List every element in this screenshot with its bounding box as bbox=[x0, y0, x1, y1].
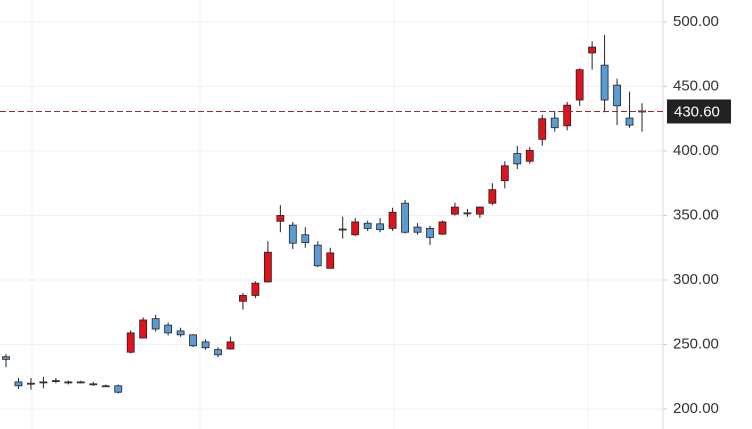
candle-body bbox=[14, 381, 23, 387]
candle-body bbox=[276, 215, 285, 222]
y-tick-label: 500.00 bbox=[673, 13, 719, 30]
candle-body bbox=[214, 349, 222, 356]
candle-body bbox=[463, 212, 472, 215]
price-label: 430.60 bbox=[674, 103, 720, 120]
candle-body bbox=[363, 222, 372, 229]
candle-body bbox=[525, 149, 534, 162]
candle-body bbox=[51, 380, 60, 383]
candle-body bbox=[563, 104, 572, 127]
y-tick-label: 300.00 bbox=[673, 271, 719, 288]
candle-body bbox=[263, 251, 272, 283]
candle-body bbox=[313, 244, 322, 267]
candle-body bbox=[27, 382, 35, 385]
candle-body bbox=[226, 341, 235, 350]
candle-body bbox=[126, 332, 135, 353]
candle-body bbox=[2, 356, 10, 360]
y-tick-label: 450.00 bbox=[673, 77, 719, 94]
candle-body bbox=[513, 153, 522, 165]
candle-body bbox=[376, 223, 385, 231]
candle-body bbox=[89, 383, 98, 386]
candle-body bbox=[201, 341, 210, 349]
y-tick-label: 400.00 bbox=[673, 142, 719, 159]
candle-body bbox=[426, 227, 434, 238]
candle-body bbox=[76, 381, 85, 384]
candle-body bbox=[475, 206, 484, 215]
candle-body bbox=[64, 381, 73, 384]
candle-body bbox=[500, 165, 509, 182]
candle-body bbox=[251, 282, 260, 296]
candle-body bbox=[139, 319, 148, 339]
candle-body bbox=[114, 385, 123, 393]
y-tick-label: 350.00 bbox=[673, 206, 719, 223]
candle-body bbox=[451, 206, 459, 215]
candle-body bbox=[189, 334, 197, 347]
candle-body bbox=[338, 228, 347, 231]
candle-body bbox=[588, 46, 597, 54]
candle-body bbox=[538, 118, 547, 140]
candle-body bbox=[388, 211, 397, 229]
price-label-box bbox=[667, 99, 731, 124]
candle-body bbox=[176, 330, 185, 336]
candle-body bbox=[401, 202, 409, 233]
y-tick-label: 200.00 bbox=[673, 400, 719, 417]
candle-body bbox=[288, 224, 297, 244]
candle-body bbox=[575, 69, 584, 101]
candle-body bbox=[101, 385, 110, 388]
candle-body bbox=[488, 189, 497, 204]
candle-body bbox=[438, 221, 447, 235]
candle-body bbox=[301, 234, 310, 243]
candle-body bbox=[613, 84, 621, 107]
candle-body bbox=[625, 117, 634, 126]
candle-body bbox=[413, 226, 422, 233]
candle-body bbox=[164, 324, 173, 334]
candle-body bbox=[550, 117, 559, 129]
candle-body bbox=[239, 295, 247, 302]
candle-body bbox=[39, 381, 48, 384]
candle-body bbox=[351, 221, 360, 236]
candle-body bbox=[151, 318, 160, 330]
candle-body bbox=[600, 64, 609, 101]
candle-body bbox=[326, 252, 335, 269]
y-tick-label: 250.00 bbox=[673, 335, 719, 352]
